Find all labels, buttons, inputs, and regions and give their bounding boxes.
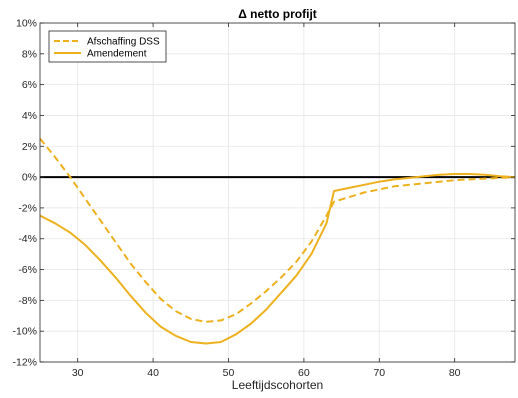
grid-lines — [40, 22, 515, 363]
y-tick-label: -10% — [12, 326, 37, 338]
chart-title: Δ netto profijt — [238, 7, 317, 21]
x-axis-label: Leeftijdscohorten — [232, 378, 323, 392]
x-tick-label: 80 — [449, 367, 461, 379]
legend-label-2: Amendement — [87, 49, 147, 60]
y-tick-label: -8% — [18, 295, 37, 307]
series-group — [39, 137, 516, 345]
x-tick-label: 60 — [298, 367, 310, 379]
plot-frame — [39, 22, 516, 363]
y-tick-label: 10% — [16, 18, 37, 30]
x-tick-label: 40 — [147, 367, 159, 379]
legend-box — [48, 30, 167, 63]
y-tick-label: -2% — [18, 202, 37, 214]
y-tick-label: 0% — [22, 172, 37, 184]
y-tick-label: -6% — [18, 264, 37, 276]
axis-ticks: -12% -10% -8% -6% -4% -2% 0% 2% 4% 6% 8% 10% 30 40 50 6… — [12, 18, 515, 379]
series-line-2 — [39, 173, 516, 345]
y-tick-label: -12% — [12, 357, 37, 369]
x-tick-label: 50 — [223, 367, 235, 379]
y-tick-label: 6% — [22, 79, 37, 91]
x-tick-label: 30 — [72, 367, 84, 379]
y-tick-label: 2% — [22, 141, 37, 153]
y-tick-label: -4% — [18, 233, 37, 245]
y-tick-label: 4% — [22, 110, 37, 122]
y-tick-label: 8% — [22, 48, 37, 60]
series-line-1 — [39, 137, 516, 323]
legend-label-1: Afschaffing DSS — [87, 37, 160, 48]
x-tick-label: 70 — [373, 367, 385, 379]
